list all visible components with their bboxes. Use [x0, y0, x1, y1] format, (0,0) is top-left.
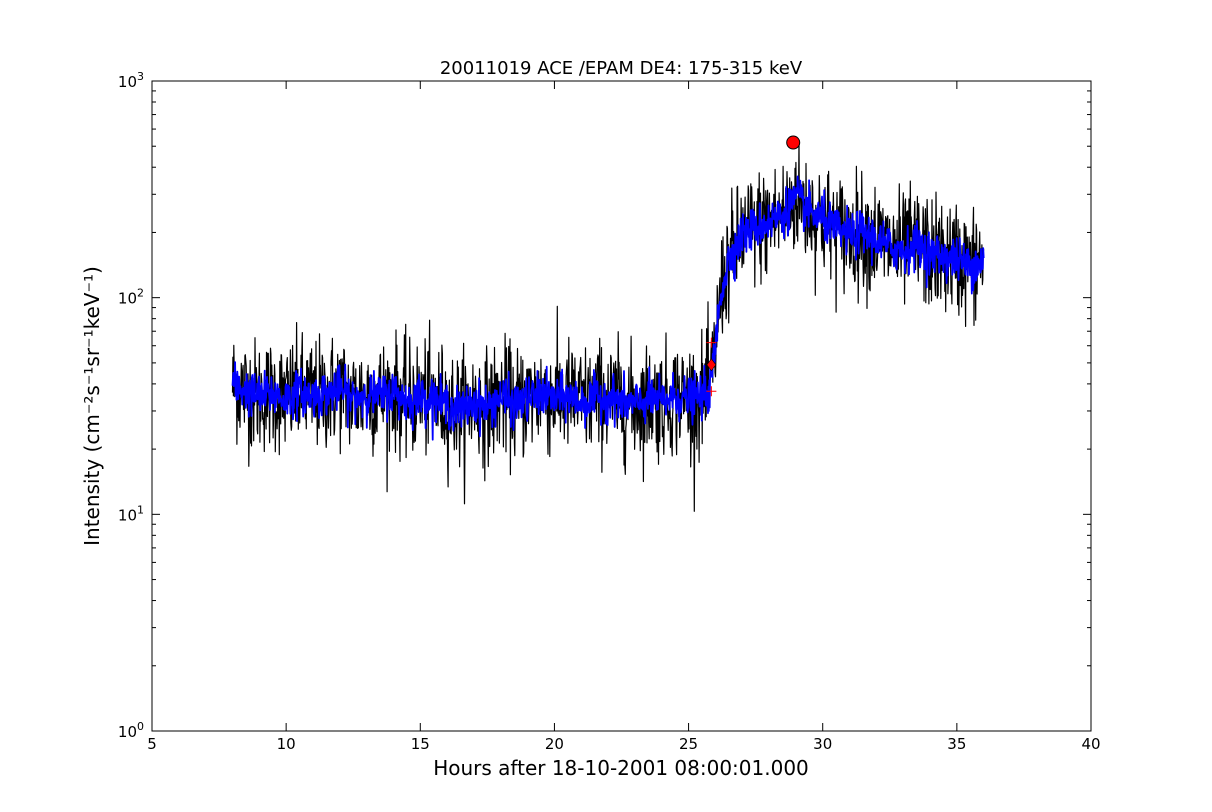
x-tick-label: 10 — [277, 735, 296, 753]
y-axis-label: Intensity (cm⁻²s⁻¹sr⁻¹keV⁻¹) — [80, 266, 104, 546]
series-line-smoothed — [231, 175, 985, 441]
onset-bound-marker — [706, 386, 717, 397]
chart-title: 20011019 ACE /EPAM DE4: 175-315 keV — [440, 58, 803, 79]
series-layer — [231, 140, 985, 512]
onset-bound-marker — [706, 337, 717, 348]
tick-layer: 5 10 15 20 25 30 35 40 100 101 102 103 — [118, 70, 1101, 753]
x-tick-label: 25 — [679, 735, 698, 753]
x-tick-label: 30 — [813, 735, 832, 753]
onset-marker — [706, 358, 717, 372]
x-tick-label: 35 — [947, 735, 966, 753]
y-tick-label: 101 — [118, 503, 144, 524]
y-tick-label: 100 — [118, 720, 144, 741]
x-axis-label: Hours after 18-10-2001 08:00:01.000 — [433, 756, 809, 780]
axes-frame — [151, 80, 1092, 732]
marker-layer — [706, 135, 801, 397]
series-line-raw — [231, 140, 985, 512]
peak-marker — [786, 135, 801, 150]
x-tick-label: 20 — [545, 735, 564, 753]
x-tick-label: 40 — [1081, 735, 1100, 753]
x-tick-label: 5 — [147, 735, 157, 753]
y-tick-label: 103 — [118, 70, 144, 91]
y-tick-label: 102 — [118, 287, 144, 308]
x-tick-label: 15 — [411, 735, 430, 753]
